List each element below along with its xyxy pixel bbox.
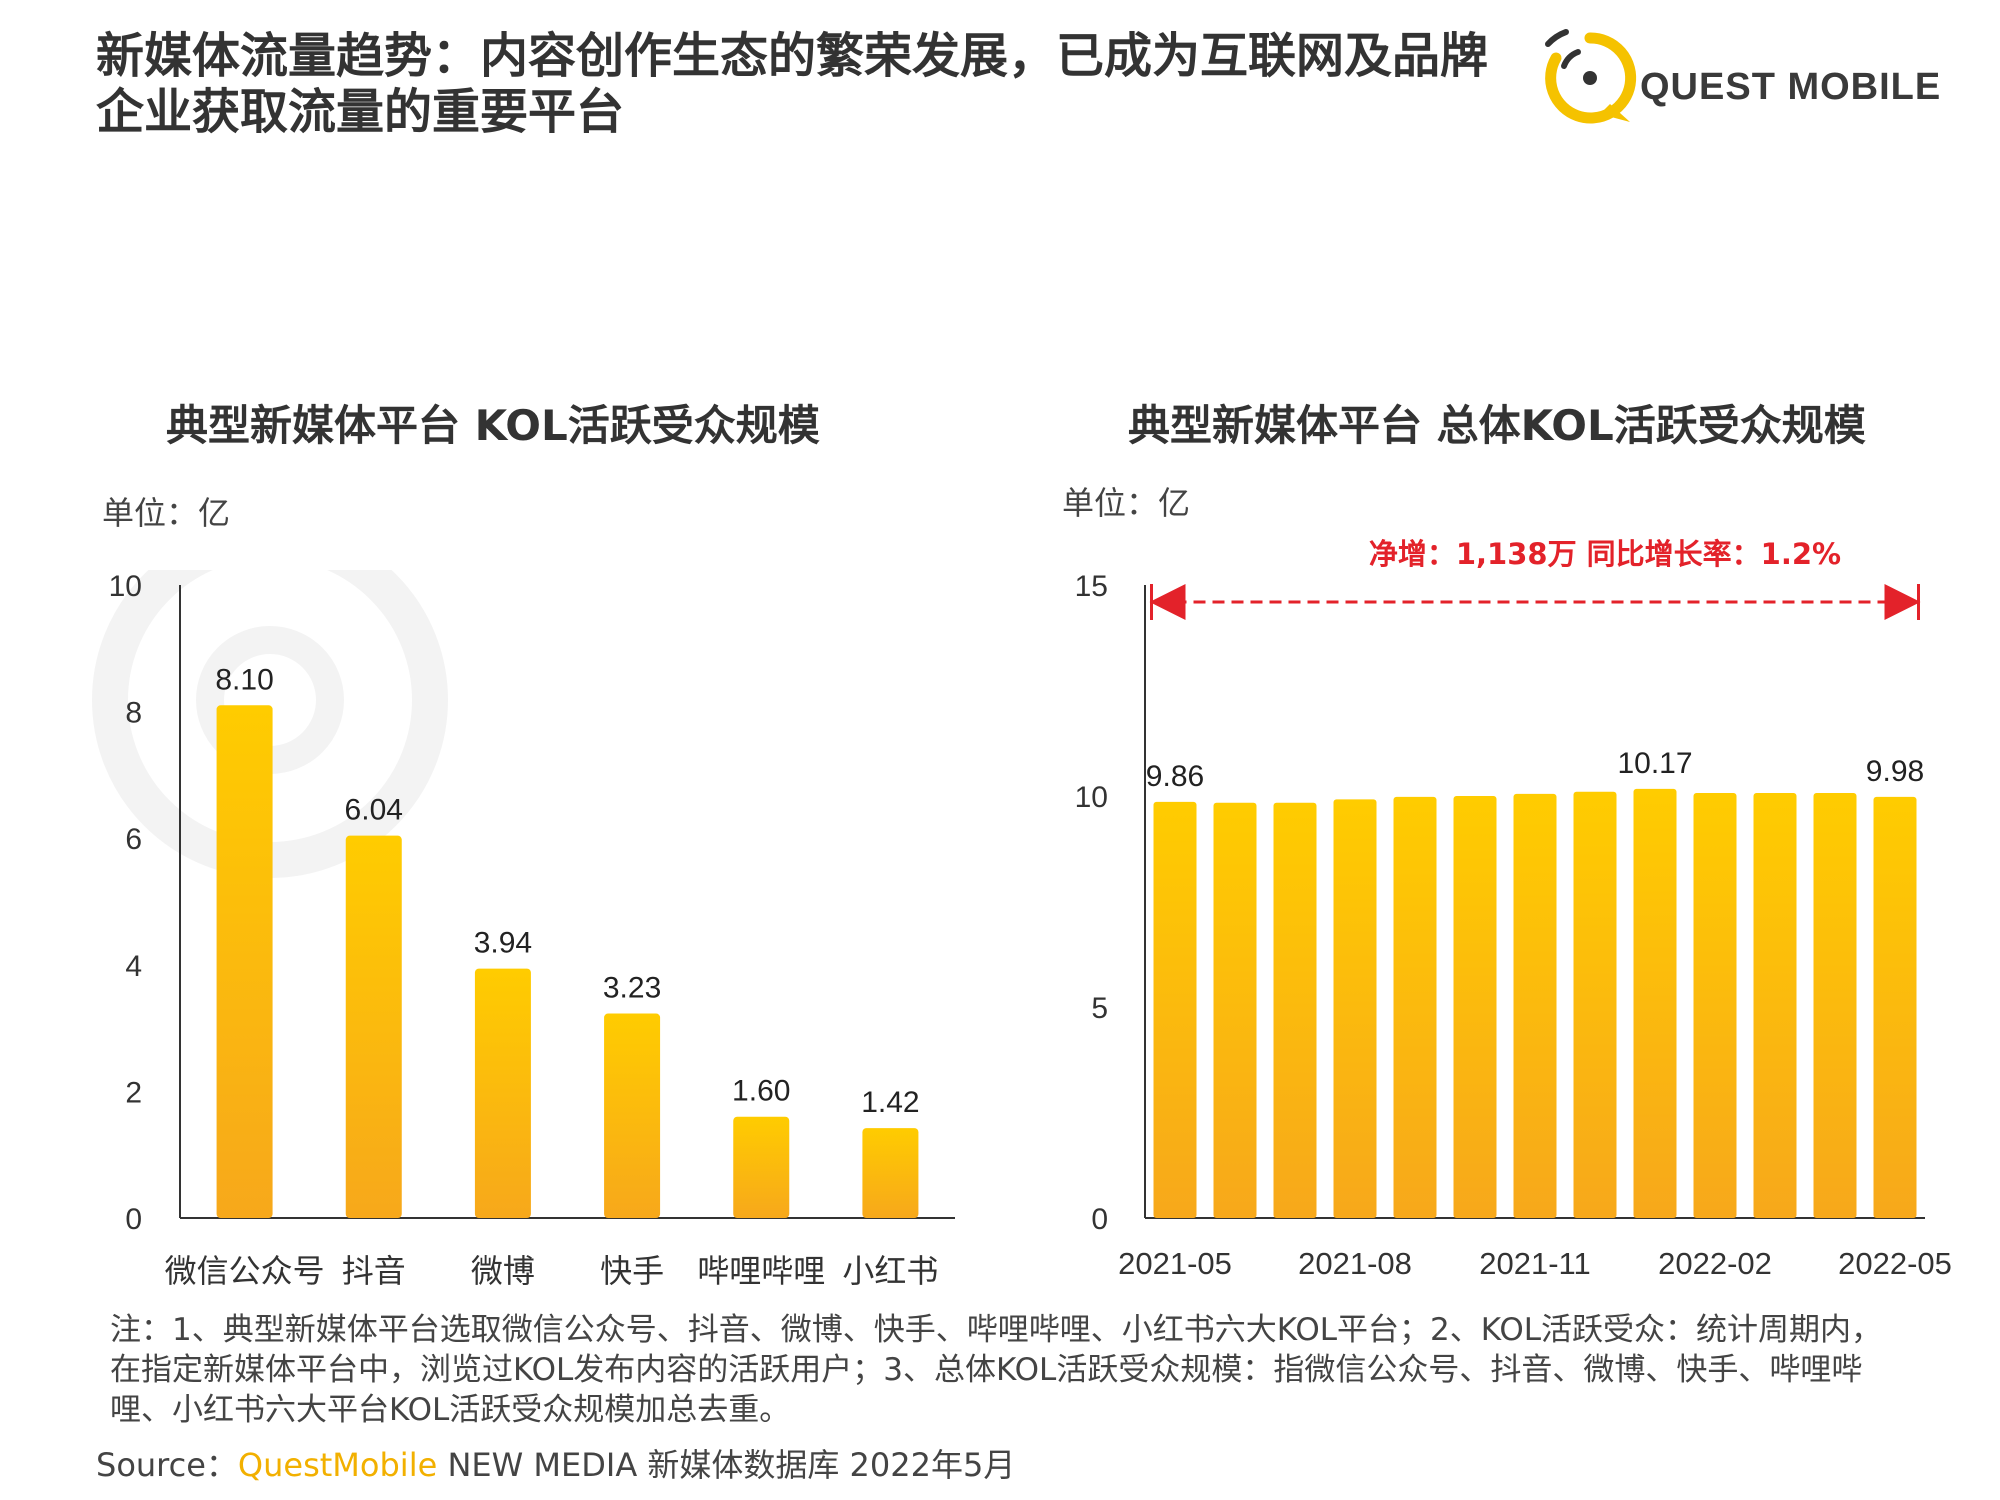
chart1-bar bbox=[474, 968, 531, 1218]
chart2-bar bbox=[1273, 802, 1317, 1218]
chart1-x-tick-label: 抖音 bbox=[342, 1252, 406, 1290]
chart1-data-label: 1.60 bbox=[732, 1075, 790, 1108]
source-suffix: NEW MEDIA 新媒体数据库 2022年5月 bbox=[437, 1446, 1016, 1484]
chart1-data-label: 8.10 bbox=[215, 663, 273, 696]
chart2-bar bbox=[1633, 788, 1677, 1218]
chart2-bar bbox=[1573, 791, 1617, 1218]
chart1-y-tick-label: 6 bbox=[125, 823, 142, 856]
chart2-plot: 0 5 10 15 9.86 10.17 9.98 2021-05 2021-08 2021-11… bbox=[1075, 537, 1952, 1281]
chart2-bar bbox=[1333, 799, 1377, 1218]
chart2-bar bbox=[1873, 796, 1917, 1218]
chart1-x-tick-label: 微博 bbox=[471, 1252, 535, 1290]
chart1-x-tick-label: 哔哩哔哩 bbox=[697, 1252, 825, 1290]
chart2-title: 典型新媒体平台 总体KOL活跃受众规模 bbox=[1128, 401, 1866, 450]
chart2-annotation-text: 净增：1,138万 同比增长率：1.2% bbox=[1369, 537, 1841, 571]
chart1-y-tick-label: 4 bbox=[125, 950, 142, 983]
logo-text: QUEST MOBILE bbox=[1640, 66, 1942, 108]
chart2-data-label: 9.86 bbox=[1146, 760, 1204, 793]
chart2-x-tick-label: 2021-08 bbox=[1298, 1246, 1412, 1281]
chart1-bar bbox=[604, 1013, 661, 1218]
logo-icon bbox=[1545, 29, 1637, 124]
chart1-plot: 0 2 4 6 8 10 8.10 微信公众号 6.04 抖音 3.94 微博 3.23 快手 1.60 哔哩… bbox=[109, 570, 955, 1290]
chart1-data-label: 3.94 bbox=[474, 927, 532, 960]
chart2-unit-label: 单位：亿 bbox=[1062, 484, 1191, 522]
chart2-bar bbox=[1813, 793, 1857, 1218]
chart1-y-tick-label: 0 bbox=[125, 1203, 142, 1236]
chart2-data-label: 10.17 bbox=[1617, 747, 1692, 780]
chart2-x-tick-label: 2021-05 bbox=[1118, 1246, 1232, 1281]
chart1-title: 典型新媒体平台 KOL活跃受众规模 bbox=[166, 401, 820, 450]
chart2-bar bbox=[1513, 793, 1557, 1218]
chart1-x-tick-label: 快手 bbox=[600, 1252, 664, 1290]
chart1-bar bbox=[862, 1128, 919, 1218]
chart2-x-tick-label: 2022-05 bbox=[1838, 1246, 1952, 1281]
source-brand: QuestMobile bbox=[237, 1446, 438, 1484]
chart2-bar bbox=[1213, 802, 1257, 1218]
chart2-x-tick-label: 2022-02 bbox=[1658, 1246, 1772, 1281]
chart1-data-label: 6.04 bbox=[345, 794, 403, 827]
chart2-y-tick-label: 0 bbox=[1091, 1203, 1108, 1236]
chart1-data-label: 3.23 bbox=[603, 972, 661, 1005]
chart2-bar bbox=[1393, 796, 1437, 1218]
source-prefix: Source： bbox=[96, 1446, 238, 1484]
chart2-y-tick-label: 10 bbox=[1075, 781, 1108, 814]
chart2-data-label: 9.98 bbox=[1866, 755, 1924, 788]
page-title: 新媒体流量趋势：内容创作生态的繁荣发展，已成为互联网及品牌企业获取流量的重要平台 bbox=[96, 28, 1489, 140]
chart1-bar bbox=[345, 835, 402, 1218]
chart1-y-tick-label: 10 bbox=[109, 570, 142, 603]
chart2-x-tick-label: 2021-11 bbox=[1479, 1246, 1590, 1281]
chart2-bar bbox=[1453, 796, 1497, 1218]
chart2-y-tick-label: 15 bbox=[1075, 570, 1108, 603]
chart1-y-tick-label: 2 bbox=[125, 1076, 142, 1109]
chart1-bar bbox=[733, 1116, 790, 1218]
charts-canvas: 0 2 4 6 8 10 8.10 微信公众号 6.04 抖音 3.94 微博 3.23 快手 1.60 哔哩… bbox=[109, 537, 1952, 1290]
chart2-bar bbox=[1153, 801, 1197, 1218]
questmobile-logo bbox=[1545, 29, 1637, 124]
chart1-unit-label: 单位：亿 bbox=[102, 494, 231, 532]
chart1-x-tick-label: 小红书 bbox=[842, 1252, 938, 1290]
chart2-bar bbox=[1693, 793, 1737, 1218]
footnotes: 注：1、典型新媒体平台选取微信公众号、抖音、微博、快手、哔哩哔哩、小红书六大KO… bbox=[110, 1312, 1883, 1428]
chart1-bar bbox=[216, 705, 273, 1218]
chart2-y-tick-label: 5 bbox=[1091, 992, 1108, 1025]
chart1-x-tick-label: 微信公众号 bbox=[165, 1252, 325, 1290]
chart1-y-tick-label: 8 bbox=[125, 697, 142, 730]
chart2-bar bbox=[1753, 793, 1797, 1218]
source-line: Source：QuestMobile NEW MEDIA 新媒体数据库 2022… bbox=[96, 1440, 1015, 1486]
chart1-data-label: 1.42 bbox=[861, 1086, 919, 1119]
